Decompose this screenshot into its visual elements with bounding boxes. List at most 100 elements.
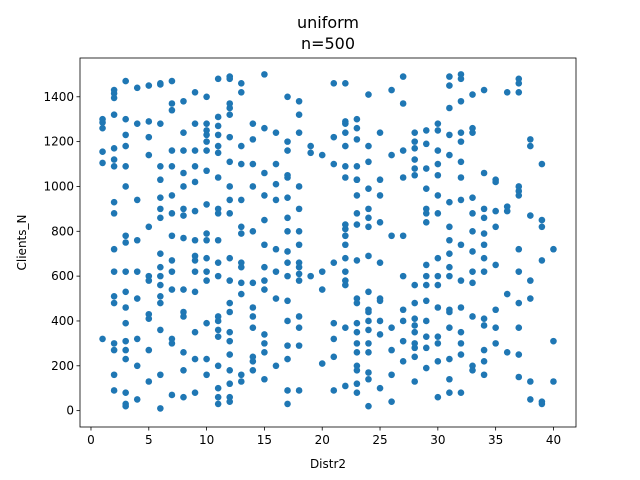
data-point: [261, 375, 268, 383]
data-point: [168, 232, 176, 240]
data-point: [411, 378, 419, 385]
data-point: [168, 268, 176, 275]
data-point: [342, 268, 349, 275]
data-point: [527, 378, 534, 385]
data-point: [365, 185, 372, 192]
data-point: [365, 142, 372, 150]
data-point: [365, 252, 372, 260]
data-point: [434, 147, 442, 154]
data-point: [122, 268, 129, 275]
data-point: [376, 297, 384, 305]
data-point: [330, 133, 338, 141]
data-point: [203, 93, 210, 101]
data-point: [330, 259, 338, 266]
data-point: [434, 192, 442, 199]
data-point: [353, 349, 361, 356]
data-point: [203, 355, 210, 363]
data-point: [295, 342, 303, 349]
data-point: [214, 75, 222, 83]
data-point: [515, 89, 523, 96]
data-point: [457, 75, 465, 83]
data-point: [203, 131, 210, 139]
data-point: [422, 127, 430, 134]
data-point: [457, 241, 465, 249]
data-point: [480, 241, 488, 249]
data-point: [411, 322, 419, 329]
data-point: [261, 349, 268, 356]
data-point: [446, 250, 453, 258]
data-point: [180, 349, 187, 356]
data-point: [411, 299, 419, 307]
data-point: [110, 210, 118, 217]
data-point: [284, 297, 291, 305]
data-point: [261, 241, 268, 249]
data-point: [469, 366, 476, 374]
data-point: [515, 245, 523, 253]
data-point: [365, 317, 372, 325]
data-point: [399, 272, 407, 280]
data-point: [353, 124, 361, 132]
data-point: [295, 111, 303, 119]
data-point: [284, 387, 291, 394]
chart-subtitle: n=500: [301, 34, 355, 53]
data-point: [342, 142, 349, 150]
data-point: [399, 174, 407, 181]
data-point: [422, 272, 430, 280]
chart-title: uniform: [297, 13, 359, 32]
data-point: [342, 120, 349, 127]
data-point: [99, 115, 106, 123]
data-point: [261, 169, 268, 177]
data-point: [249, 136, 257, 143]
data-point: [422, 297, 430, 305]
data-point: [145, 277, 153, 284]
data-point: [145, 223, 153, 231]
y-tick-label: 1400: [43, 90, 74, 104]
data-point: [365, 308, 372, 316]
data-point: [365, 158, 372, 166]
data-point: [480, 358, 488, 365]
data-point: [191, 268, 199, 275]
data-point: [226, 398, 234, 405]
data-point: [457, 158, 465, 166]
data-point: [180, 212, 187, 219]
data-point: [168, 192, 176, 199]
data-point: [214, 326, 222, 334]
data-point: [157, 326, 164, 334]
data-point: [145, 133, 153, 141]
data-point: [284, 171, 291, 179]
data-point: [411, 138, 419, 145]
data-point: [342, 232, 349, 240]
data-point: [434, 281, 442, 289]
data-point: [261, 286, 268, 293]
data-point: [295, 270, 303, 278]
data-point: [168, 147, 176, 154]
data-point: [480, 254, 488, 262]
data-point: [480, 371, 488, 379]
data-point: [133, 268, 141, 275]
data-point: [446, 73, 453, 80]
data-point: [469, 210, 476, 217]
data-point: [168, 257, 176, 264]
x-axis-label: Distr2: [310, 457, 346, 471]
data-point: [214, 210, 222, 217]
data-point: [480, 169, 488, 177]
x-tick-label: 20: [315, 433, 330, 447]
data-point: [214, 362, 222, 370]
data-point: [376, 317, 384, 325]
data-point: [110, 299, 118, 307]
data-point: [342, 241, 349, 249]
data-point: [446, 131, 453, 139]
data-point: [261, 340, 268, 347]
data-point: [492, 340, 499, 347]
data-point: [157, 214, 164, 222]
data-point: [122, 337, 129, 345]
data-point: [214, 259, 222, 266]
data-point: [122, 115, 129, 123]
data-point: [457, 340, 465, 347]
data-point: [203, 138, 210, 145]
plot-frame: [79, 57, 577, 428]
data-point: [180, 147, 187, 154]
data-point: [446, 272, 453, 280]
data-point: [226, 299, 234, 307]
data-point: [168, 391, 176, 399]
